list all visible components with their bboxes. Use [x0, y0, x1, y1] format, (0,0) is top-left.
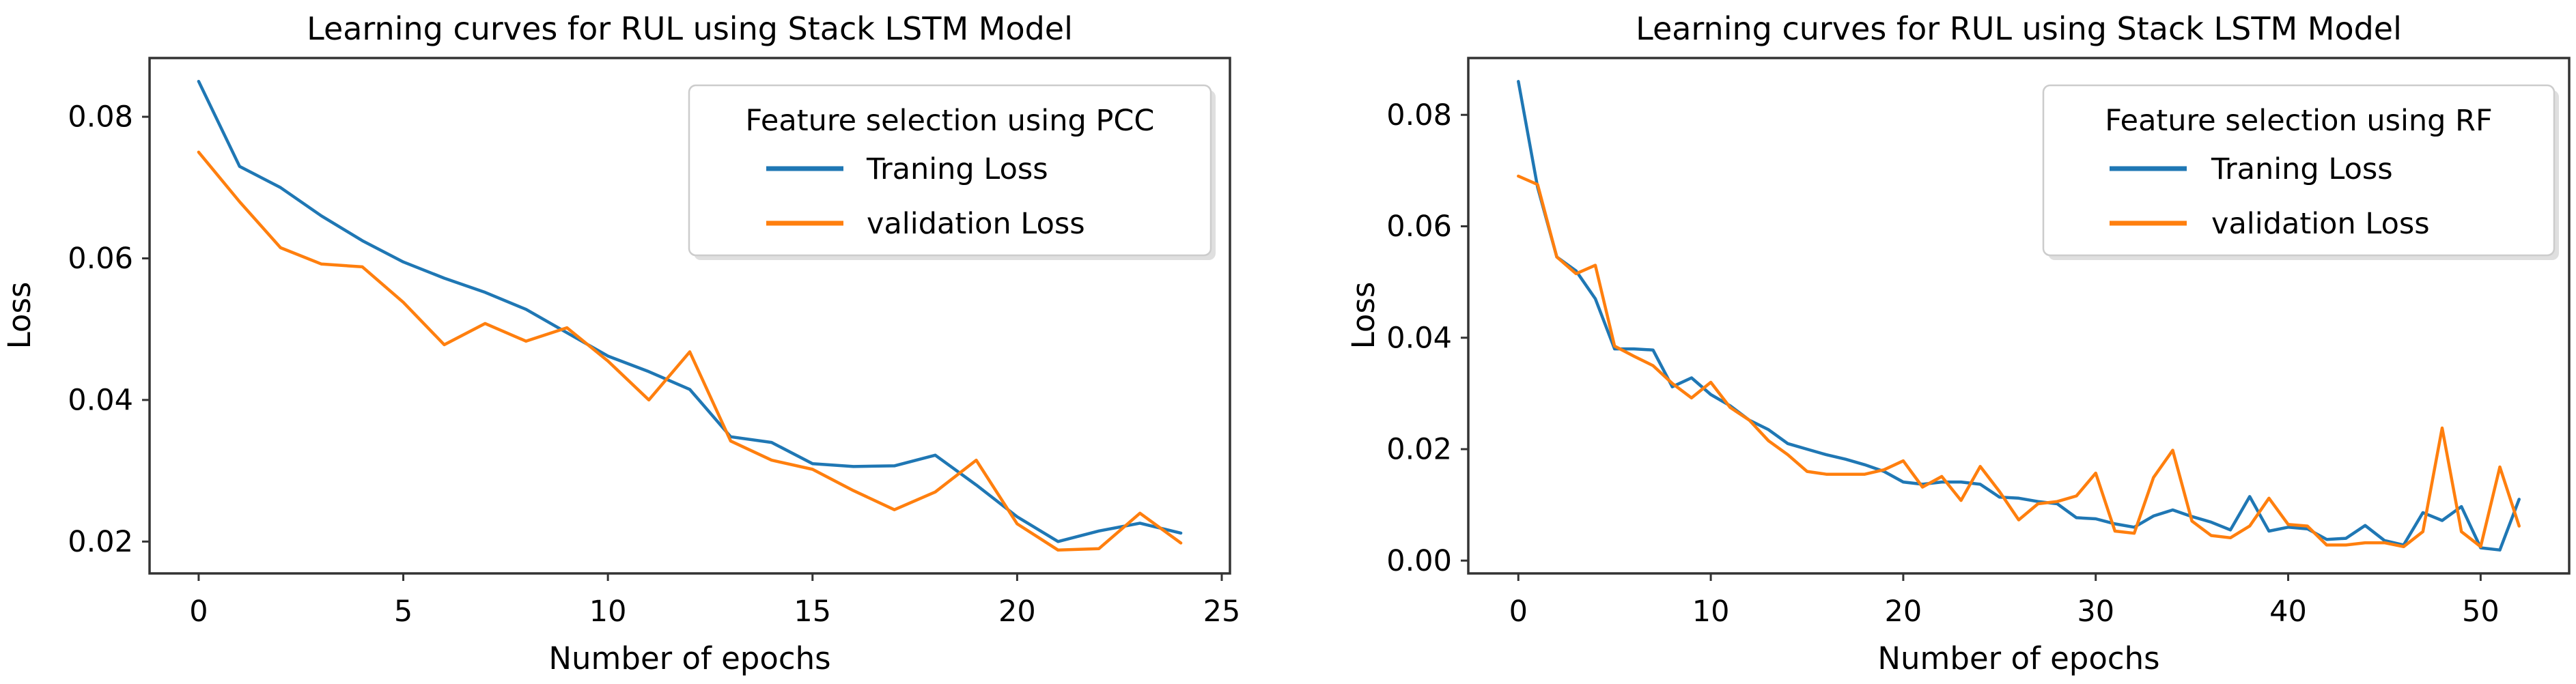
x-tick-label: 40: [2269, 595, 2307, 629]
rf-axes-generated: 0 10 20 30 40 50 0.00 0.02 0.04 0.06 0.08: [1386, 57, 2571, 629]
legend-box: [2042, 84, 2556, 257]
x-tick-label: 0: [1509, 595, 1528, 629]
x-axis-label: Number of epochs: [1877, 640, 2159, 676]
x-tick-label: 10: [1692, 595, 1730, 629]
rf-plot: 0 10 20 30 40 50 0.00 0.02 0.04 0.06 0.08 Learning…: [1345, 10, 2571, 676]
chart-pcc: 0 5 10 15 20 25 0.02 0.04 0.06 0.08 Learning curv…: [1, 10, 1241, 676]
x-tick-label: 25: [1203, 595, 1241, 629]
y-tick-label: 0.08: [68, 100, 133, 134]
training-loss-line-pcc: [197, 79, 1183, 543]
x-tick-label: 5: [394, 595, 412, 629]
validation-loss-line-rf: [1517, 174, 2521, 549]
y-tick-label: 0.02: [1386, 433, 1452, 467]
axes-frame: [1467, 57, 2571, 575]
validation-loss-line-pcc: [197, 150, 1183, 552]
legend-title: Feature selection using RF: [2105, 104, 2493, 138]
y-tick-label: 0.04: [68, 384, 133, 418]
validation-loss-label: validation Loss: [867, 207, 1085, 241]
x-tick-label: 50: [2462, 595, 2500, 629]
legend-box: [688, 84, 1212, 257]
x-tick-label: 30: [2077, 595, 2114, 629]
validation-loss-label: validation Loss: [2211, 207, 2430, 241]
chart-title: Learning curves for RUL using Stack LSTM…: [307, 10, 1073, 47]
legend: Feature selection using PCC Traning Loss…: [688, 84, 1216, 260]
x-tick-label: 0: [189, 595, 208, 629]
x-tick-label: 20: [1885, 595, 1922, 629]
y-tick-label: 0.08: [1386, 98, 1452, 132]
chart-rf: 0 10 20 30 40 50 0.00 0.02 0.04 0.06 0.08 Learning…: [1288, 0, 2576, 684]
training-loss-line-rf: [1517, 80, 2521, 552]
pcc-plot: 0 5 10 15 20 25 0.02 0.04 0.06 0.08 Learning curv…: [1, 10, 1241, 676]
x-tick-label: 20: [998, 595, 1036, 629]
y-tick-label: 0.04: [1386, 321, 1452, 355]
legend: Feature selection using RF Traning Loss …: [2042, 84, 2559, 260]
y-tick-label: 0.00: [1386, 544, 1452, 578]
x-tick-label: 10: [589, 595, 627, 629]
y-tick-label: 0.06: [68, 242, 133, 276]
y-axis-label: Loss: [1345, 282, 1382, 350]
y-tick-label: 0.02: [68, 525, 133, 559]
legend-title: Feature selection using PCC: [746, 104, 1155, 138]
axes-frame: [148, 57, 1231, 575]
y-axis-label: Loss: [1, 282, 38, 350]
pcc-axes-generated: 0 5 10 15 20 25 0.02 0.04 0.06 0.08: [68, 57, 1241, 629]
y-tick-label: 0.06: [1386, 210, 1452, 244]
training-loss-label: Traning Loss: [866, 152, 1048, 186]
chart-title: Learning curves for RUL using Stack LSTM…: [1636, 10, 2402, 47]
x-axis-label: Number of epochs: [548, 640, 830, 676]
training-loss-label: Traning Loss: [2211, 152, 2393, 186]
x-tick-label: 15: [794, 595, 831, 629]
